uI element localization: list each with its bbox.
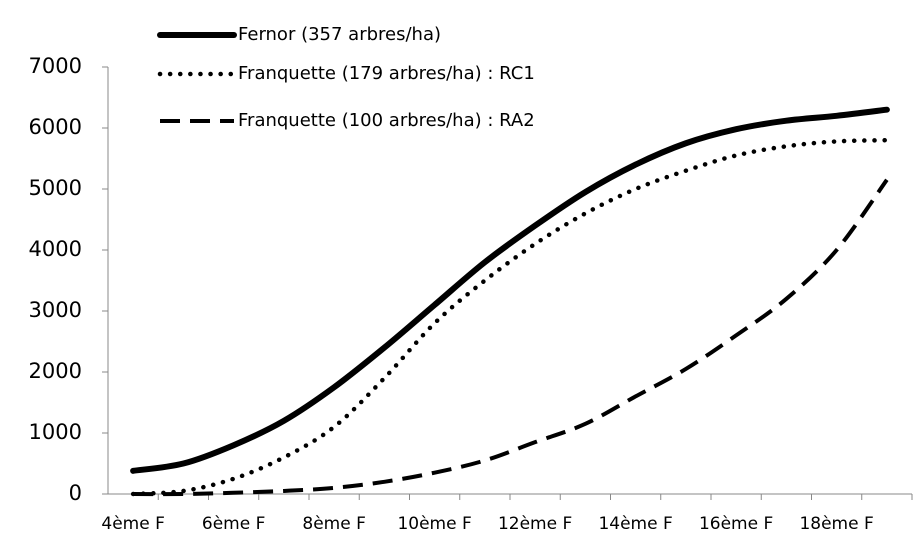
- x-tick-label: 16ème F: [699, 514, 773, 534]
- x-tick-label: 4ème F: [101, 514, 164, 534]
- series-line: [130, 106, 890, 474]
- y-tick-label: 6000: [29, 115, 82, 139]
- x-tick-label: 6ème F: [202, 514, 265, 534]
- legend-label: Franquette (100 arbres/ha) : RA2: [238, 110, 535, 131]
- y-tick-label: 1000: [29, 420, 82, 444]
- y-tick-label: 4000: [29, 237, 82, 261]
- legend-bg: [156, 61, 626, 87]
- y-tick-label: 7000: [29, 54, 82, 78]
- y-tick-label: 3000: [29, 298, 82, 322]
- y-tick-label: 0: [69, 481, 82, 505]
- x-tick-label: 10ème F: [397, 514, 471, 534]
- x-tick-label: 12ème F: [498, 514, 572, 534]
- x-tick-label: 14ème F: [598, 514, 672, 534]
- series-line: [133, 178, 889, 497]
- series-line: [130, 137, 890, 497]
- x-tick-label: 8ème F: [302, 514, 365, 534]
- x-tick-label: 18ème F: [799, 514, 873, 534]
- legend-bg: [156, 108, 626, 134]
- legend-label: Franquette (179 arbres/ha) : RC1: [238, 63, 535, 84]
- legend-label: Fernor (357 arbres/ha): [238, 24, 441, 45]
- y-tick-label: 2000: [29, 359, 82, 383]
- y-tick-label: 5000: [29, 176, 82, 200]
